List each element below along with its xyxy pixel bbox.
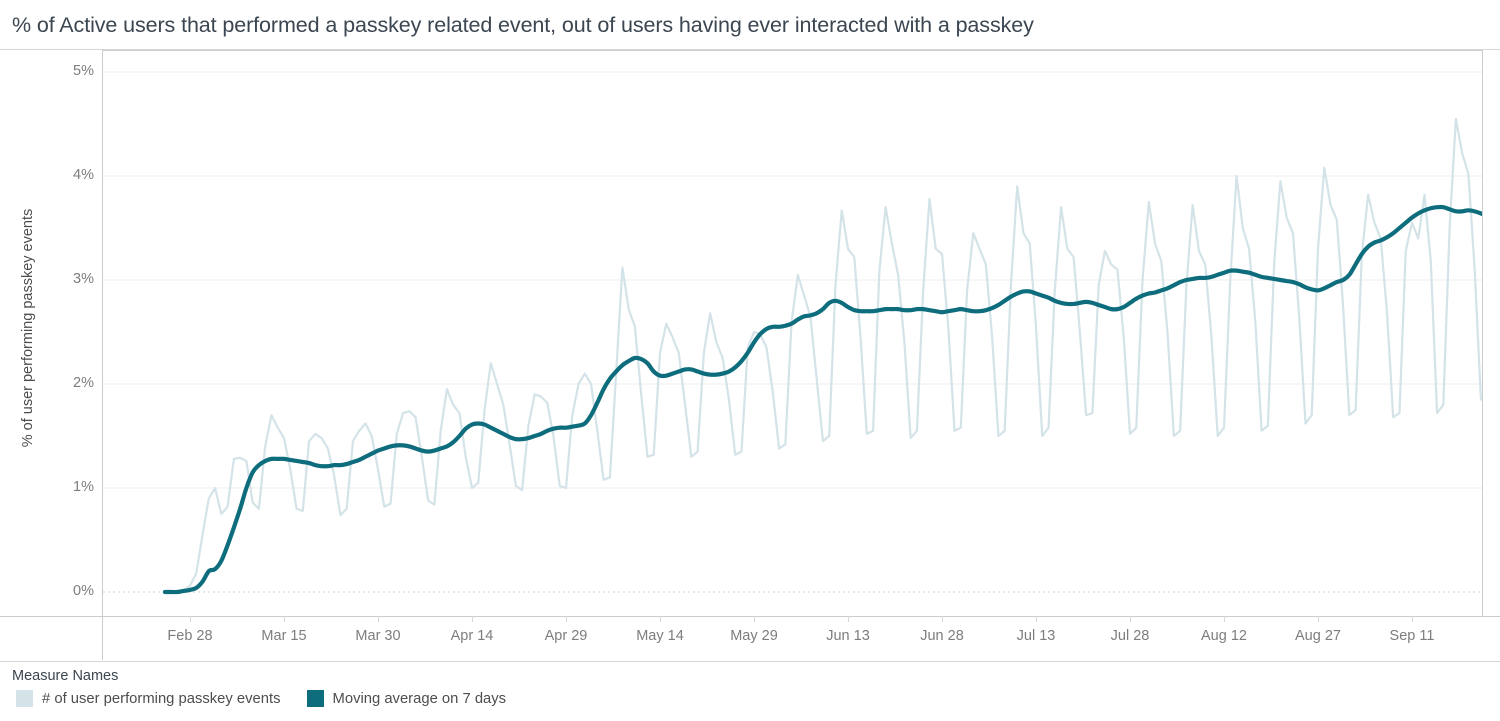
x-tick-mark (1224, 616, 1225, 622)
x-tick-label: May 29 (730, 628, 778, 644)
x-tick-mark (1036, 616, 1037, 622)
x-tick-label: Aug 27 (1295, 628, 1341, 644)
plot-right-border (1482, 50, 1483, 616)
x-tick-label: May 14 (636, 628, 684, 644)
x-tick-label: Mar 15 (261, 628, 307, 644)
x-tick-label: Feb 28 (167, 628, 213, 644)
y-tick-label: 2% (73, 375, 94, 391)
y-axis-line (102, 50, 103, 660)
y-tick-label: 0% (73, 583, 94, 599)
x-tick-label: Jun 13 (826, 628, 870, 644)
x-tick-mark (848, 616, 849, 622)
page-title: % of Active users that performed a passk… (12, 13, 1034, 37)
y-tick-label: 1% (73, 479, 94, 495)
x-tick-label: Jul 13 (1016, 628, 1056, 644)
legend-item-label: # of user performing passkey events (42, 690, 281, 707)
x-tick-label: Sep 11 (1389, 628, 1435, 644)
legend: Measure Names # of user performing passk… (0, 661, 1500, 721)
y-tick-label: 5% (73, 63, 94, 79)
plot-area (103, 51, 1482, 616)
x-tick-mark (284, 616, 285, 622)
legend-swatch-icon (306, 690, 324, 707)
x-tick-label: Aug 12 (1201, 628, 1247, 644)
x-tick-mark (566, 616, 567, 622)
x-tick-mark (190, 616, 191, 622)
x-tick-label: Jun 28 (920, 628, 964, 644)
x-tick-mark (1318, 616, 1319, 622)
series-line-daily-events (163, 117, 1482, 594)
y-tick-label: 4% (73, 167, 94, 183)
x-tick-mark (1412, 616, 1413, 622)
x-tick-label: Apr 29 (544, 628, 588, 644)
legend-item[interactable]: # of user performing passkey events (16, 690, 281, 707)
x-axis-ticks: Feb 28 Mar 15 Mar 30 Apr 14 Apr 29 May 14 May … (0, 616, 1500, 660)
x-tick-mark (754, 616, 755, 622)
legend-item-label: Moving average on 7 days (332, 690, 507, 707)
x-tick-label: Apr 14 (450, 628, 494, 644)
x-tick-label: Jul 28 (1110, 628, 1150, 644)
x-tick-mark (1130, 616, 1131, 622)
series-line-moving-average (162, 204, 1482, 595)
chart-canvas: % of user performing passkey events 0% 1%… (0, 50, 1500, 660)
x-tick-mark (660, 616, 661, 622)
legend-swatch-icon (16, 690, 33, 707)
x-tick-mark (378, 616, 379, 622)
x-axis-line (0, 616, 1500, 617)
plot-top-border (102, 50, 1483, 51)
legend-items: # of user performing passkey events Movin… (12, 690, 1500, 707)
series-svg (103, 71, 1482, 595)
y-axis-ticks: 0% 1% 2% 3% 4% 5% (0, 50, 94, 660)
y-tick-label: 3% (73, 271, 94, 287)
x-tick-mark (942, 616, 943, 622)
title-divider (0, 49, 1500, 50)
x-tick-label: Mar 30 (355, 628, 401, 644)
legend-item[interactable]: Moving average on 7 days (306, 690, 507, 707)
x-tick-mark (472, 616, 473, 622)
legend-title: Measure Names (12, 668, 119, 684)
